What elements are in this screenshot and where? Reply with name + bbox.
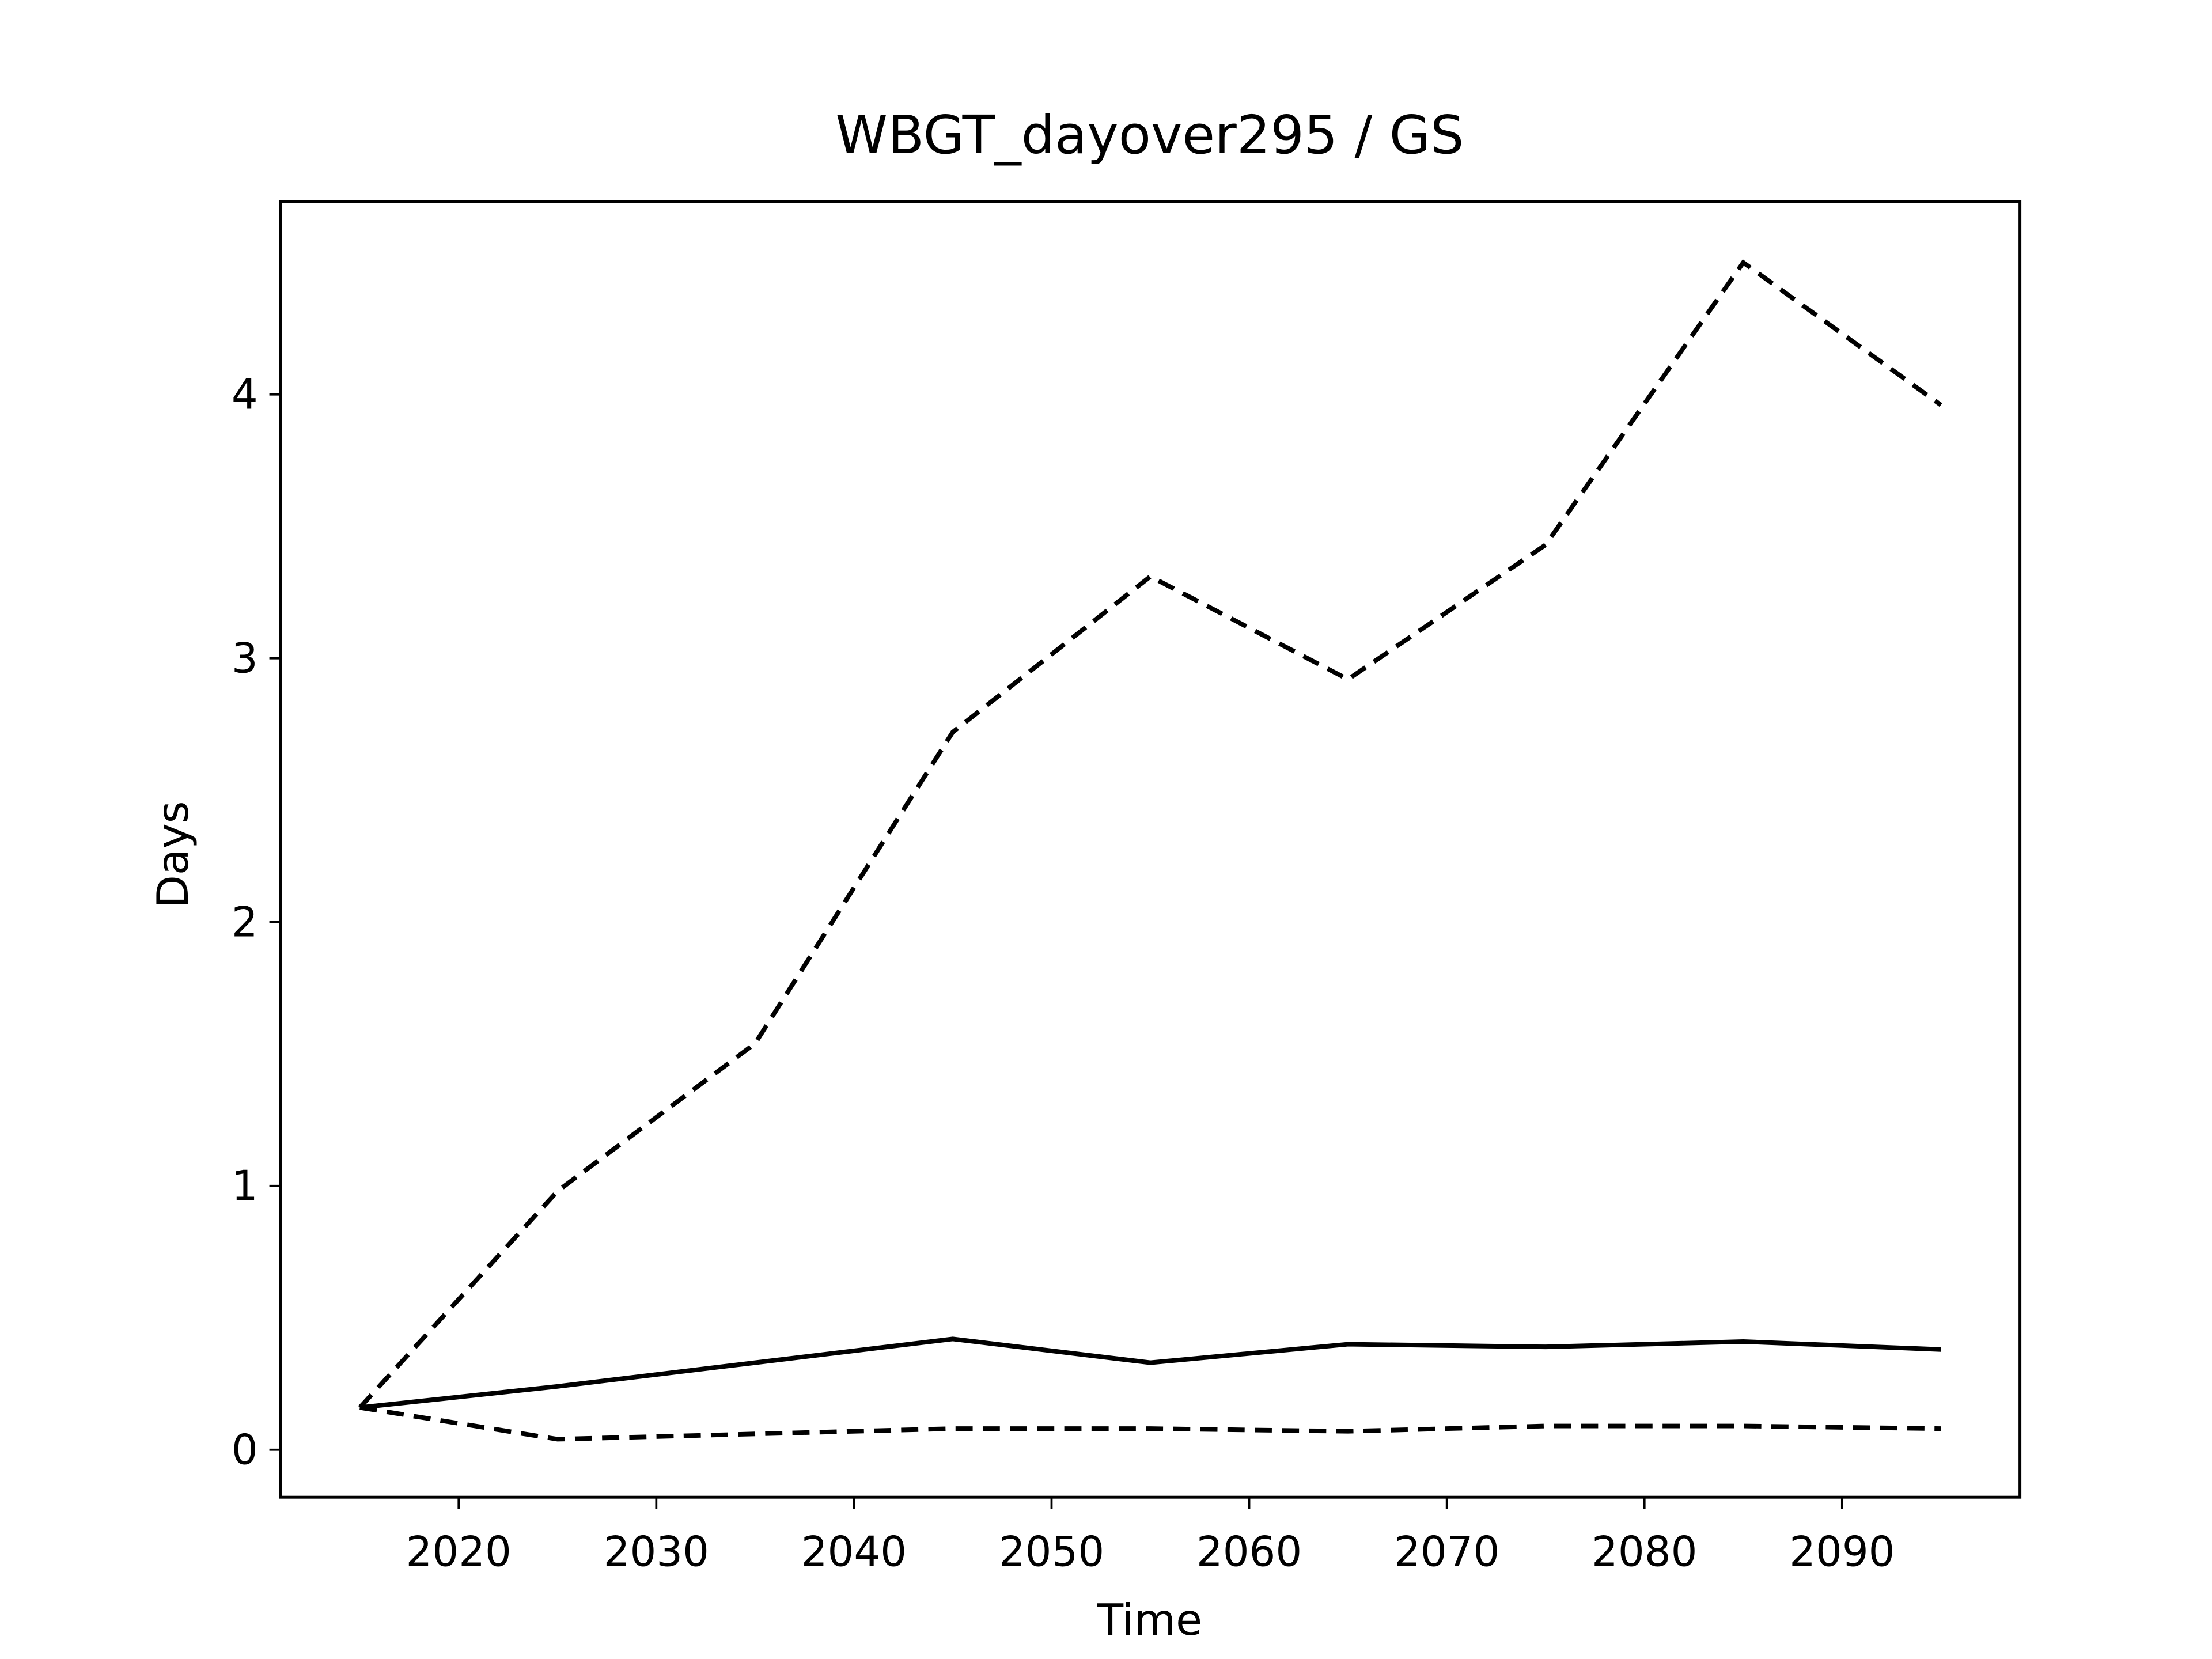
plot-area: 2020 2030 2040 2050 2060 2070 2080 2090 0 1 2 3 4 xyxy=(232,259,1942,1575)
chart-title: WBGT_dayover295 / GS xyxy=(835,104,1464,166)
x-tick-label: 2030 xyxy=(604,1527,709,1575)
y-tick-label: 1 xyxy=(232,1162,258,1210)
axes-frame xyxy=(279,200,2022,1499)
x-tick-label: 2050 xyxy=(999,1527,1104,1575)
x-tick-label: 2020 xyxy=(406,1527,512,1575)
x-tick-label: 2080 xyxy=(1592,1527,1697,1575)
x-axis-label: Time xyxy=(1097,1595,1202,1645)
series-line xyxy=(359,1405,1941,1442)
y-tick-label: 4 xyxy=(232,370,258,419)
y-tick-label: 3 xyxy=(232,634,258,683)
x-tick-label: 2090 xyxy=(1789,1527,1895,1575)
x-tick-label: 2040 xyxy=(801,1527,907,1575)
series-line xyxy=(358,259,1942,1410)
y-tick-label: 0 xyxy=(232,1426,258,1474)
series-line xyxy=(359,1336,1941,1410)
y-axis-label: Days xyxy=(148,801,198,908)
x-tick-label: 2060 xyxy=(1196,1527,1302,1575)
x-tick-label: 2070 xyxy=(1394,1527,1499,1575)
y-tick-label: 2 xyxy=(232,898,258,946)
